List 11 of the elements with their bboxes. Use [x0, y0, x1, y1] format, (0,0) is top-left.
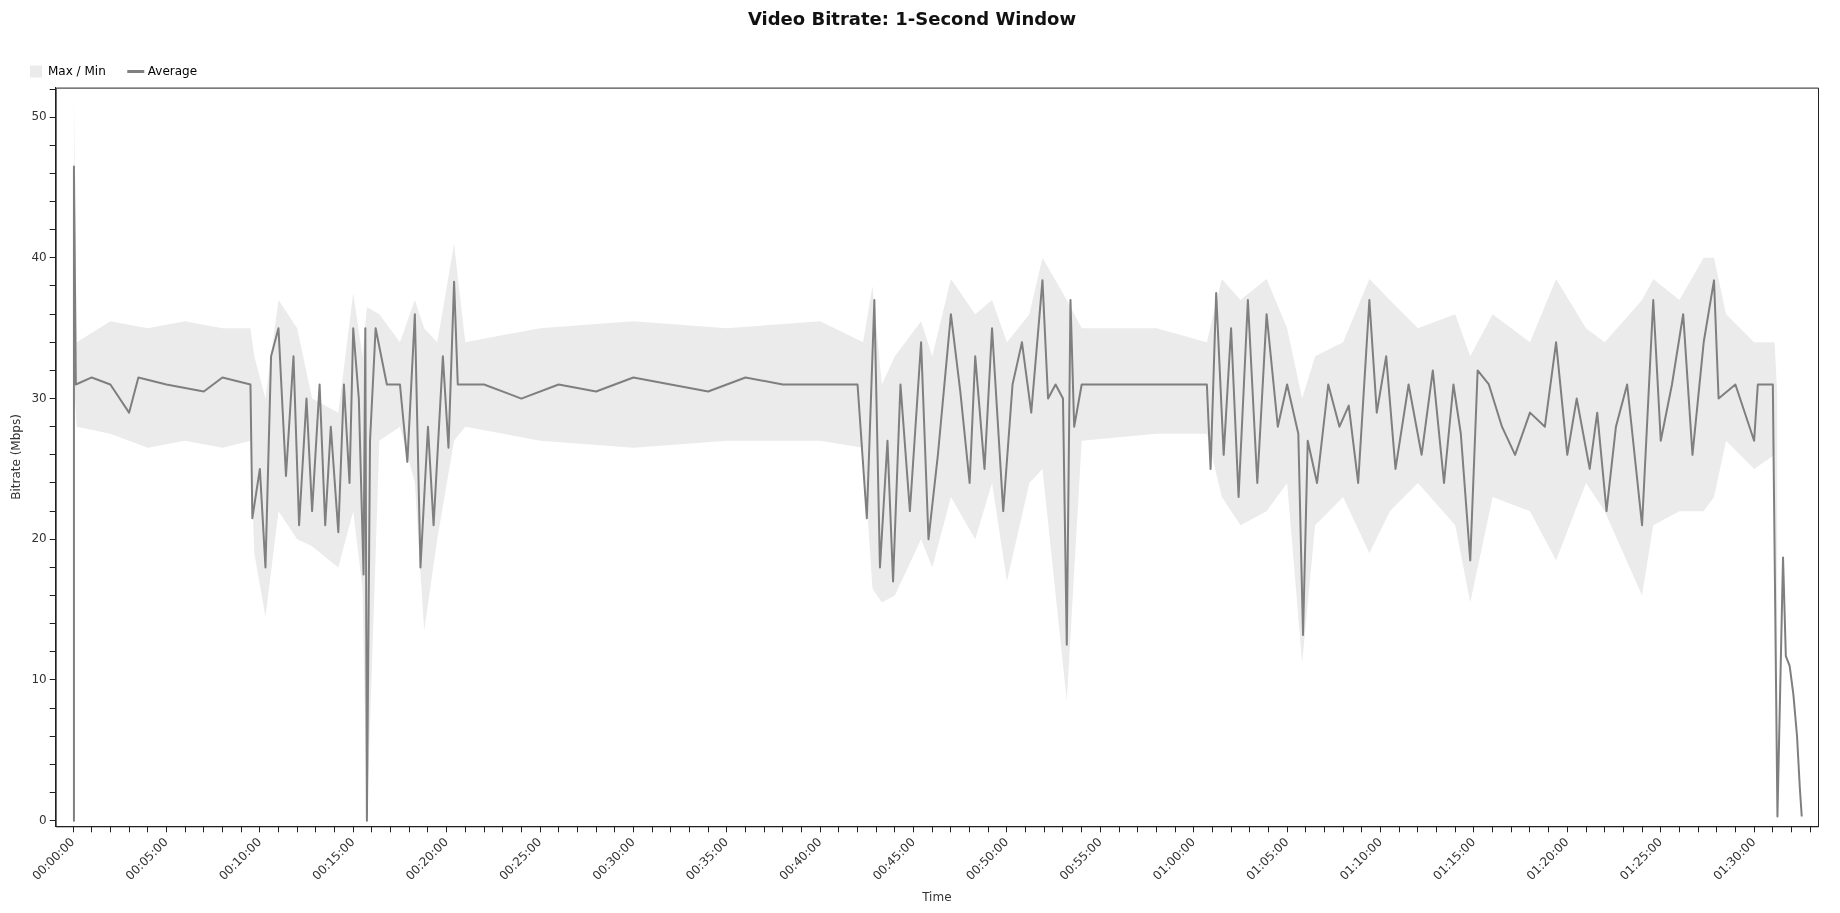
y-tick-label: 50: [31, 109, 47, 124]
legend-label: Average: [147, 63, 198, 78]
y-tick-label: 10: [31, 672, 47, 687]
x-axis-title: Time: [921, 889, 952, 904]
y-axis-title: Bitrate (Mbps): [9, 414, 24, 500]
y-tick-label: 30: [31, 390, 47, 405]
legend-label: Max / Min: [48, 63, 106, 78]
y-tick-label: 40: [31, 249, 47, 264]
y-tick-label: 0: [39, 812, 47, 827]
y-tick-label: 20: [31, 531, 47, 546]
chart-title: Video Bitrate: 1-Second Window: [747, 8, 1077, 30]
